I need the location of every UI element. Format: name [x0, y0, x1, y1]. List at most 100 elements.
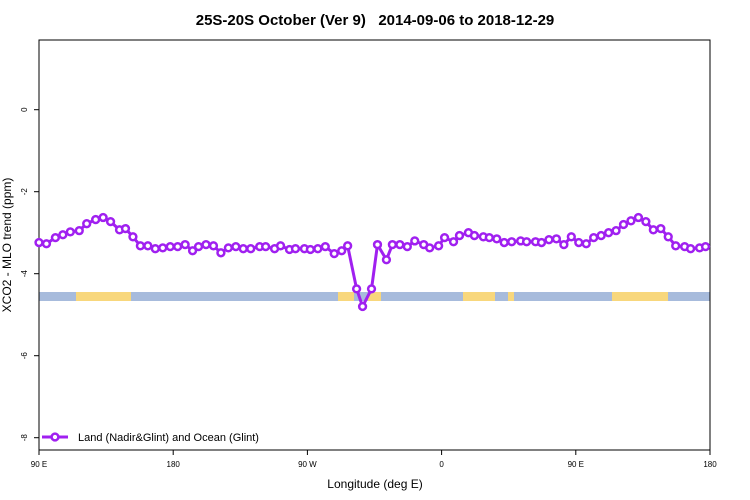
data-point: [305, 244, 316, 255]
data-point: [290, 244, 301, 254]
data-point: [372, 239, 383, 250]
data-point: [128, 232, 138, 242]
data-point: [448, 237, 459, 247]
data-point: [187, 246, 198, 256]
legend-label: Land (Nadir&Glint) and Ocean (Glint): [78, 432, 259, 444]
legend-marker: [50, 432, 60, 442]
land-band: [508, 292, 514, 301]
land-band: [338, 292, 354, 301]
data-point: [633, 212, 644, 223]
data-point: [402, 241, 412, 252]
x-axis-label: Longitude (deg E): [327, 477, 422, 491]
data-point: [574, 237, 584, 248]
data-point: [208, 241, 219, 251]
data-point: [313, 244, 323, 254]
data-point: [82, 219, 92, 229]
data-point: [536, 237, 547, 248]
data-point: [165, 241, 175, 252]
data-point: [641, 216, 651, 227]
data-point: [329, 248, 339, 259]
data-point: [238, 244, 248, 254]
data-point: [173, 241, 183, 252]
data-point: [231, 241, 241, 252]
data-point: [246, 244, 256, 254]
data-point: [559, 239, 569, 250]
data-point: [98, 212, 108, 223]
land-band: [463, 292, 495, 301]
land-band: [612, 292, 668, 301]
y-tick-label: -6: [20, 352, 29, 360]
data-point: [216, 248, 226, 258]
data-point: [656, 223, 666, 234]
x-tick-label: 180: [167, 460, 181, 469]
data-point: [611, 226, 621, 236]
x-tick-label: 90 E: [568, 460, 584, 469]
land-band: [368, 292, 381, 301]
data-point: [351, 284, 362, 294]
data-point: [663, 232, 673, 242]
data-point: [41, 239, 52, 249]
x-tick-label: 90 W: [298, 460, 317, 469]
data-point: [381, 255, 392, 265]
data-point: [603, 228, 614, 238]
x-tick-label: 180: [703, 460, 717, 469]
data-point: [492, 234, 502, 244]
data-point: [223, 243, 234, 253]
y-axis-label: XCO2 - MLO trend (ppm): [0, 178, 14, 313]
data-point: [201, 239, 211, 250]
data-point: [193, 241, 204, 252]
y-tick-label: 0: [20, 107, 29, 112]
data-point: [260, 241, 271, 252]
data-point: [671, 241, 681, 251]
data-point: [469, 230, 480, 241]
land-ocean-band: [39, 292, 710, 301]
data-point: [395, 239, 405, 250]
data-point: [366, 284, 377, 294]
data-point: [626, 216, 636, 226]
x-tick-label: 0: [439, 460, 444, 469]
data-point: [618, 219, 629, 230]
data-point: [58, 230, 68, 240]
data-point: [143, 241, 153, 251]
data-point: [484, 232, 494, 243]
data-point: [425, 243, 435, 253]
data-point: [596, 230, 606, 241]
data-point: [648, 225, 658, 235]
data-point: [357, 301, 368, 312]
data-point: [320, 241, 330, 252]
x-tick-label: 90 E: [31, 460, 47, 469]
data-point: [581, 239, 591, 249]
data-point: [433, 241, 444, 251]
data-point: [387, 239, 398, 250]
data-point: [551, 234, 562, 244]
land-band: [76, 292, 131, 301]
data-point: [120, 223, 131, 234]
data-point: [50, 232, 61, 243]
data-point: [275, 241, 286, 251]
data-point: [544, 235, 554, 245]
data-point: [566, 232, 576, 242]
data-point: [589, 232, 599, 243]
data-point: [454, 230, 465, 241]
y-tick-label: -4: [20, 270, 29, 278]
data-point: [343, 241, 353, 251]
data-point: [507, 237, 517, 247]
data-point: [410, 236, 420, 246]
data-point: [499, 237, 509, 248]
data-point: [700, 241, 711, 252]
y-tick-label: -2: [20, 188, 29, 196]
data-point: [180, 239, 190, 250]
data-point: [105, 216, 116, 227]
data-point: [521, 237, 532, 247]
data-point: [34, 237, 44, 248]
data-point: [439, 232, 450, 243]
chart-title: 25S-20S October (Ver 9) 2014-09-06 to 20…: [196, 12, 555, 29]
data-point: [74, 226, 84, 236]
y-tick-label: -8: [20, 434, 29, 442]
data-point: [685, 244, 696, 254]
data-point: [150, 244, 160, 254]
data-point: [158, 243, 168, 253]
data-point: [135, 241, 146, 251]
